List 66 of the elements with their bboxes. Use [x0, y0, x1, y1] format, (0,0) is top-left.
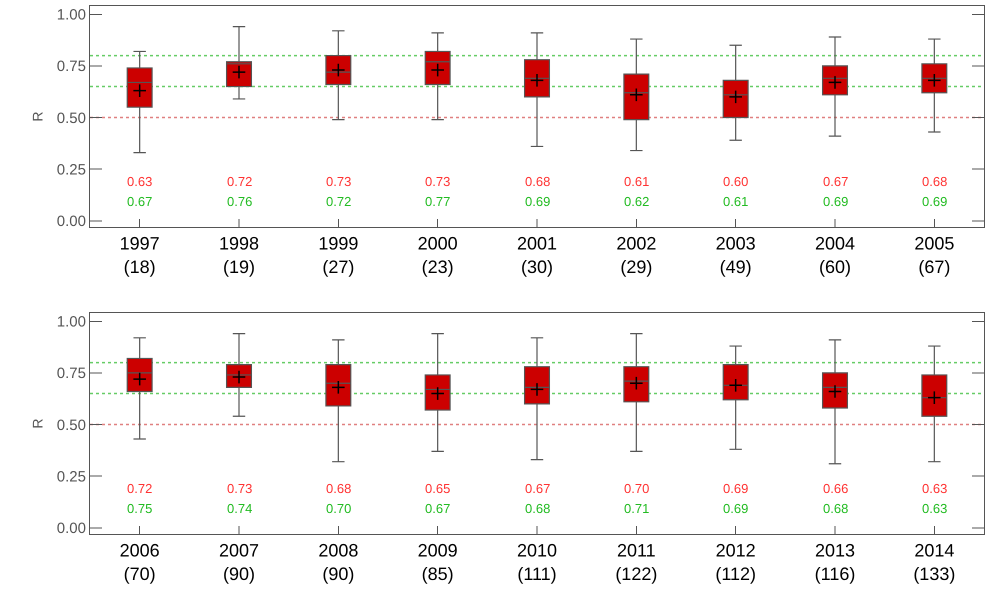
x-tick-label: 2009 (85): [418, 540, 458, 584]
y-tick-label: 1.00: [56, 6, 86, 24]
annotation: 0.69: [823, 194, 848, 209]
annotation: 0.66: [823, 481, 848, 496]
x-tick-label: 2004 (60): [814, 234, 856, 277]
x-tick-label: 1997 (18): [120, 234, 160, 277]
y-tick-label: 0.25: [56, 468, 86, 486]
annotation: 0.73: [227, 481, 252, 496]
annotation: 0.63: [127, 174, 152, 189]
annotation: 0.72: [326, 194, 352, 209]
annotation: 0.70: [326, 501, 352, 516]
y-tick-label: 0.25: [56, 161, 86, 178]
y-axis-title: R: [29, 111, 46, 122]
annotation: 0.71: [624, 501, 650, 516]
x-tick-label: 2010 (111): [516, 540, 558, 584]
annotation: 0.62: [624, 194, 650, 209]
annotation: 0.67: [823, 174, 848, 189]
x-tick-label: 2013 (116): [814, 540, 856, 584]
annotation: 0.68: [525, 501, 550, 516]
x-tick-label: 2005 (67): [914, 234, 954, 277]
y-tick-label: 0.00: [56, 520, 86, 538]
annotation: 0.67: [425, 501, 450, 516]
x-tick-label: 2008 (90): [318, 540, 358, 584]
annotation: 0.69: [723, 481, 748, 496]
annotation: 0.75: [127, 501, 152, 516]
annotation: 0.65: [425, 481, 450, 496]
y-axis-title: R: [29, 418, 46, 429]
x-tick-label: 2012 (112): [715, 540, 756, 584]
annotation: 0.72: [127, 481, 152, 496]
annotation: 0.67: [127, 194, 152, 209]
annotation: 0.61: [723, 194, 748, 209]
x-tick-label: 2003 (49): [716, 234, 756, 277]
annotation: 0.76: [227, 194, 252, 209]
x-tick-label: 2000 (23): [418, 234, 458, 277]
x-tick-label: 1999 (27): [318, 234, 358, 277]
annotation: 0.74: [227, 501, 252, 516]
y-tick-label: 0.75: [56, 365, 86, 382]
annotation: 0.73: [425, 174, 450, 189]
x-tick-label: 2006 (70): [120, 540, 160, 584]
x-tick-label: 2014 (133): [913, 540, 956, 584]
y-tick-label: 0.50: [56, 416, 86, 434]
x-tick-label: 1998 (19): [218, 234, 260, 277]
annotation: 0.63: [922, 481, 948, 496]
annotation: 0.72: [227, 174, 252, 189]
annotation: 0.69: [922, 194, 948, 209]
annotation: 0.68: [525, 174, 550, 189]
annotation: 0.77: [425, 194, 450, 209]
x-tick-label: 2002 (29): [616, 234, 656, 277]
annotation: 0.70: [624, 481, 650, 496]
annotation: 0.68: [922, 174, 948, 189]
annotation: 0.69: [525, 194, 550, 209]
annotation: 0.69: [723, 501, 748, 516]
y-tick-label: 0.75: [56, 58, 86, 76]
x-tick-label: 2007 (90): [218, 540, 260, 584]
annotation: 0.68: [326, 481, 352, 496]
annotation: 0.63: [922, 501, 948, 516]
x-tick-label: 2011 (122): [615, 540, 658, 584]
y-tick-label: 0.50: [56, 110, 86, 127]
annotation: 0.68: [823, 501, 848, 516]
y-tick-label: 1.00: [56, 314, 86, 331]
y-tick-label: 0.00: [56, 213, 86, 230]
x-tick-label: 2001 (30): [516, 234, 558, 277]
annotation: 0.67: [525, 481, 550, 496]
annotation: 0.61: [624, 174, 650, 189]
annotation: 0.73: [326, 174, 352, 189]
annotation: 0.60: [723, 174, 748, 189]
